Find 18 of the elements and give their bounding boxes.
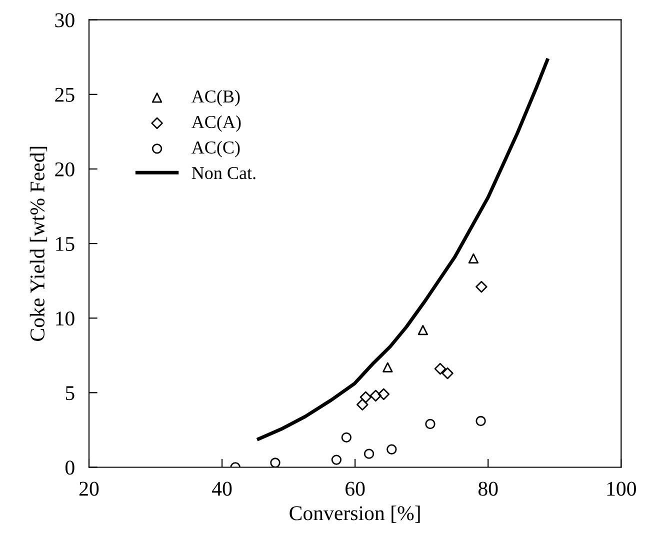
legend-label: AC(B)	[192, 90, 240, 106]
y-axis-title: Coke Yield [wt% Feed]	[30, 146, 48, 341]
x-axis-title: Conversion [%]	[290, 506, 420, 523]
y-tick-label: 0	[66, 460, 74, 475]
y-tick-label: 25	[55, 88, 74, 102]
x-tick-label: 20	[80, 482, 99, 496]
legend-label: AC(C)	[192, 140, 240, 158]
x-tick-label: 60	[346, 482, 365, 496]
y-tick-label: 10	[56, 311, 74, 326]
y-tick-label: 5	[66, 386, 74, 400]
x-tick-label: 100	[607, 482, 636, 496]
y-tick-label: 15	[56, 237, 74, 251]
y-tick-label: 30	[55, 13, 74, 28]
y-tick-label: 20	[55, 162, 74, 176]
x-tick-label: 40	[212, 482, 232, 496]
x-tick-label: 80	[478, 482, 498, 496]
legend-label: Non Cat.	[192, 166, 256, 180]
legend-label: AC(A)	[192, 115, 241, 132]
